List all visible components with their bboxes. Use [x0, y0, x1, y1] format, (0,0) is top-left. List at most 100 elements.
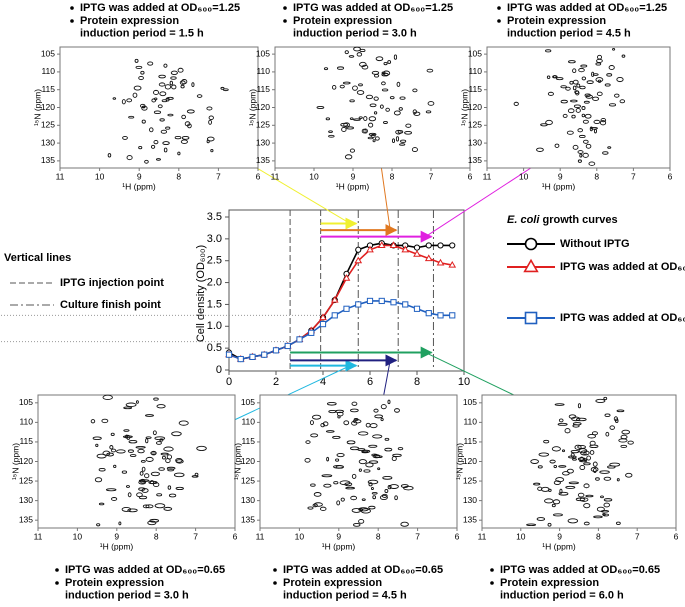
spectrum-peak	[537, 465, 543, 469]
spectrum-peak	[125, 485, 130, 488]
x-tick-label: 11	[56, 171, 65, 181]
y-tick-label: 135	[41, 155, 55, 165]
spectrum-peak	[615, 521, 621, 525]
spectrum-peak	[361, 64, 369, 70]
y-tick-label: 1.5	[207, 298, 222, 310]
legend-title-rest: growth curves	[542, 214, 617, 226]
spectrum-peak	[210, 148, 214, 153]
spectrum-peak	[404, 130, 413, 135]
spectrum-peak	[159, 118, 165, 122]
spectrum-peak	[577, 159, 582, 163]
x-tick-label: 7	[193, 531, 198, 541]
marker	[378, 297, 385, 305]
spectrum-peak	[368, 132, 377, 137]
spectrum-peak	[180, 139, 188, 144]
legend-label: IPTG was added at OD₆₀₀=1.25	[560, 261, 685, 273]
x-axis-label: ¹H (ppm)	[542, 181, 576, 191]
spectrum-peak	[220, 86, 225, 90]
spectrum-peak	[572, 79, 579, 85]
spectrum-peak	[153, 89, 159, 96]
marker	[331, 312, 338, 319]
spectrum-peak	[140, 70, 145, 75]
spectrum-peak	[125, 434, 129, 439]
spectrum-peak	[627, 440, 634, 445]
spectrum-peak	[425, 110, 432, 114]
spectrum-peak	[394, 408, 400, 413]
spectrum-peak	[153, 482, 160, 488]
spectrum-peak	[397, 447, 404, 451]
bullet	[70, 6, 74, 10]
annotation: induction period = 4.5 h	[283, 589, 407, 601]
spectrum-peak	[368, 505, 376, 510]
spectrum-peak	[321, 474, 333, 478]
spectrum-peak	[559, 488, 563, 494]
spectrum-peak	[336, 452, 345, 458]
bullet	[273, 581, 277, 585]
spectrum-peak	[374, 136, 380, 141]
spectrum-peak	[373, 96, 379, 101]
spectrum-peak	[138, 75, 144, 81]
spectrum-peak	[385, 107, 390, 112]
marker	[402, 301, 409, 308]
spectrum-peak	[328, 134, 335, 138]
y-tick-label: 105	[41, 48, 55, 58]
spectrum-peak	[311, 414, 322, 420]
spectrum-peak	[141, 105, 146, 109]
spectrum-peak	[162, 141, 170, 146]
spectrum-peak	[570, 449, 580, 454]
spectrum-peak	[372, 139, 376, 143]
y-axis-label: Cell density (OD₆₀₀)	[195, 245, 207, 342]
spectrum-peak	[145, 436, 152, 439]
spectrum-peak	[389, 484, 399, 489]
spectrum-peak	[175, 457, 183, 463]
spectrum-peak	[178, 420, 189, 426]
spectrum-peak	[154, 503, 166, 509]
spectrum-peak	[326, 456, 330, 462]
spectrum-peak	[138, 495, 148, 500]
x-tick-label: 8	[390, 171, 395, 181]
marker	[390, 299, 397, 306]
legend-label: IPTG injection point	[60, 277, 164, 289]
x-tick-label: 6	[668, 171, 673, 181]
y-axis-label: ¹⁵N (ppm)	[232, 443, 242, 480]
spectrum-peak	[105, 488, 117, 492]
spectrum-peak	[607, 465, 616, 469]
x-tick-label: 9	[351, 171, 356, 181]
spectrum-peak	[132, 92, 138, 98]
spectrum-peak	[141, 488, 149, 493]
spectrum-peak	[113, 464, 117, 469]
spectrum-peak	[579, 85, 586, 90]
marker	[425, 242, 432, 249]
y-axis-label: ¹⁵N (ppm)	[10, 443, 20, 480]
spectrum-peak	[620, 434, 628, 440]
spectrum-peak	[158, 467, 165, 471]
spectrum-peak	[537, 486, 543, 491]
spectrum-peak	[356, 90, 365, 95]
x-tick-label: 2	[273, 376, 279, 388]
spectrum-peak	[592, 73, 599, 76]
y-axis-label: ¹⁵N (ppm)	[454, 443, 464, 480]
x-tick-label: 9	[558, 171, 563, 181]
spectrum-peak	[127, 449, 134, 453]
marker	[413, 244, 421, 251]
spectrum-peak	[128, 439, 138, 444]
spectrum-peak	[547, 91, 554, 96]
spectrum-peak	[332, 435, 341, 439]
spectrum-peak	[121, 99, 126, 105]
spectrum-peak	[323, 483, 332, 488]
spectrum-peak	[167, 468, 175, 472]
y-tick-label: 110	[468, 66, 482, 76]
spectrum-peak	[560, 99, 568, 104]
spectrum-frame	[274, 46, 471, 169]
spectrum-peak	[395, 136, 400, 142]
spectrum-peak	[593, 467, 597, 474]
marker	[237, 355, 244, 363]
y-tick-label: 120	[256, 102, 270, 112]
spectrum-peak	[538, 452, 550, 457]
spectrum-peak	[90, 419, 96, 424]
bullet	[70, 19, 74, 23]
marker	[366, 245, 374, 253]
marker	[284, 342, 291, 350]
spectrum-peak	[555, 77, 564, 81]
spectrum-peak	[607, 146, 612, 149]
